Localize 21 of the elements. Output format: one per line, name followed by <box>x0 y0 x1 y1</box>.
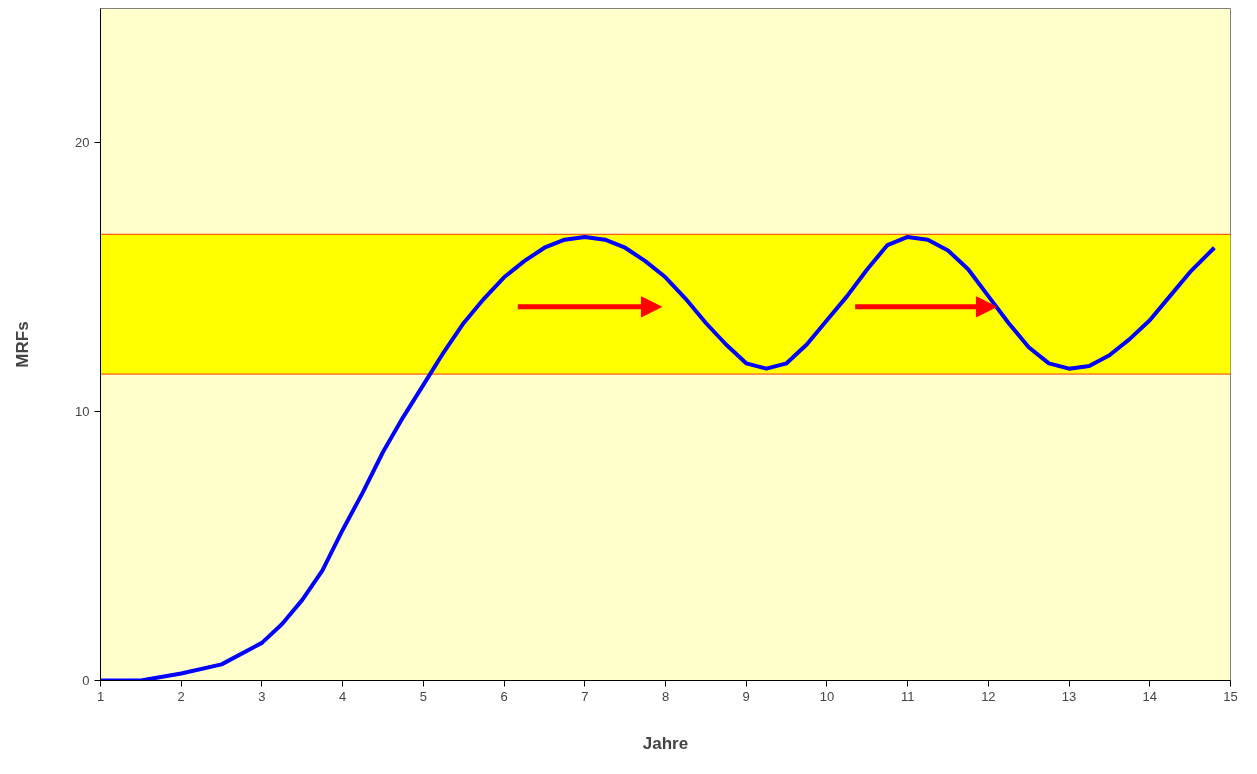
x-tick-label: 11 <box>900 688 915 704</box>
x-tick-label: 10 <box>819 688 835 704</box>
x-tick-label: 13 <box>1061 688 1077 704</box>
y-tick-label: 20 <box>75 135 90 151</box>
x-tick-label: 1 <box>96 688 105 704</box>
y-tick-label: 0 <box>82 673 90 688</box>
x-tick-label: 2 <box>177 688 185 704</box>
line-series <box>100 234 1217 681</box>
x-tick-label: 9 <box>742 688 750 704</box>
x-tick-label: 7 <box>581 688 589 704</box>
y-tick-label: 10 <box>75 404 90 420</box>
x-tick-label: 15 <box>1223 688 1238 704</box>
x-tick-label: 14 <box>1142 688 1158 704</box>
x-tick-label: 4 <box>339 688 347 704</box>
x-tick-label: 6 <box>500 688 508 704</box>
x-axis-title: Jahre <box>642 733 689 753</box>
y-axis-title: MRFs <box>13 321 33 368</box>
x-tick-label: 5 <box>419 688 427 704</box>
x-tick-label: 8 <box>661 688 670 704</box>
x-tick-label: 12 <box>981 688 996 704</box>
x-tick-label: 3 <box>258 688 266 704</box>
